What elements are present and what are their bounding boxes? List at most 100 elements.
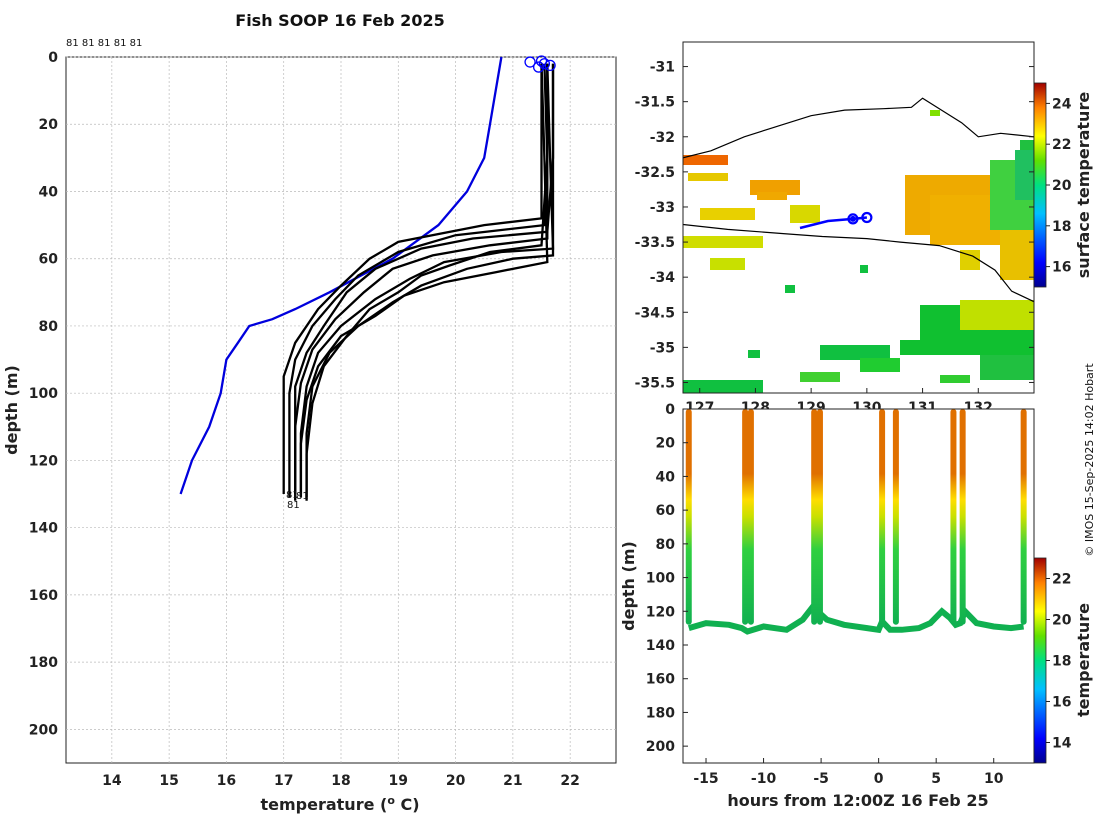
- profile-y-tick: 100: [29, 386, 58, 402]
- temperature-profile: [305, 63, 549, 501]
- section-x-label: hours from 12:00Z 16 Feb 25: [727, 791, 988, 810]
- section-cast: [892, 409, 899, 625]
- credit-text: © IMOS 15-Sep-2025 14:02 Hobart: [1083, 363, 1096, 557]
- profile-x-tick: 20: [446, 773, 466, 789]
- profile-y-tick: 60: [39, 252, 59, 268]
- profile-y-tick: 80: [39, 319, 59, 335]
- cast-start-marker: [538, 58, 551, 70]
- section-cast: [742, 409, 749, 625]
- section-x-tick: -15: [693, 771, 718, 787]
- y-axis-label: depth (m): [2, 365, 21, 455]
- sst-patch: [683, 110, 1034, 393]
- section-y-tick: 60: [656, 503, 676, 519]
- map-colorbar-tick: 22: [1052, 137, 1071, 153]
- section-colorbar: [1033, 557, 1047, 764]
- track-station-dot: [849, 215, 856, 222]
- cast-start-marker: [535, 55, 548, 67]
- map-y-tick: -31.5: [635, 95, 675, 111]
- profile-end-label: 81: [296, 491, 309, 502]
- map-colorbar-tick: 16: [1052, 260, 1071, 276]
- section-y-tick: 160: [646, 672, 675, 688]
- coastline: [683, 97, 1034, 159]
- profile-ticks: 14 15 16 17 18 19 20 21 22 0 20 40 60 80 100 120 140 160 1…: [29, 50, 580, 789]
- shelf-line: [683, 223, 1034, 303]
- section-cast: [959, 409, 966, 625]
- profile-end-label: 81: [286, 490, 299, 501]
- section-colorbar-tick: 18: [1052, 654, 1071, 670]
- temperature-profile: [282, 63, 543, 494]
- section-y-tick: 120: [646, 604, 675, 620]
- section-y-tick: 0: [665, 402, 675, 418]
- section-x-tick: -10: [751, 771, 777, 787]
- profile-grid: [66, 56, 616, 763]
- map-y-tick: -31: [650, 60, 675, 76]
- map-y-tick: -32.5: [635, 165, 675, 181]
- map-colorbar-tick: 24: [1052, 96, 1072, 112]
- profile-x-tick: 18: [331, 773, 350, 789]
- section-cast: [816, 409, 823, 625]
- cast-start-marker: [524, 56, 536, 68]
- map-colorbar-tick: 20: [1052, 178, 1072, 194]
- section-cast: [685, 409, 692, 625]
- profile-y-tick: 40: [39, 184, 59, 200]
- profile-y-tick: 0: [48, 50, 58, 66]
- section-cast: [811, 409, 818, 625]
- section-y-tick: 140: [646, 638, 675, 654]
- section-cast: [747, 409, 754, 625]
- track-station-marker: [861, 211, 873, 224]
- section-y-tick: 180: [646, 705, 675, 721]
- profile-x-tick: 21: [503, 773, 522, 789]
- profile-x-tick: 22: [560, 773, 579, 789]
- section-y-tick: 20: [656, 436, 676, 452]
- section-colorbar-ticks: 14 16 18 20 22: [1046, 572, 1072, 752]
- map-y-tick: -34.5: [635, 305, 675, 321]
- section-y-tick: 200: [646, 739, 675, 755]
- map-y-tick: -35.5: [635, 375, 675, 391]
- profile-y-tick: 120: [29, 453, 58, 469]
- temperature-profile: [299, 63, 549, 494]
- section-y-tick: 80: [656, 537, 676, 553]
- section-y-label: depth (m): [619, 541, 638, 631]
- map-y-tick: -33.5: [635, 235, 675, 251]
- section-cast: [950, 409, 957, 625]
- profile-x-tick: 19: [389, 773, 408, 789]
- section-y-tick: 40: [656, 469, 676, 485]
- section-x-tick: 10: [984, 771, 1004, 787]
- chart-title: Fish SOOP 16 Feb 2025: [235, 11, 444, 30]
- section-x-tick: 0: [874, 771, 884, 787]
- map-y-tick: -34: [650, 270, 676, 286]
- top-cast-labels: 81 81 81 81 81: [66, 38, 142, 49]
- profile-x-tick: 16: [217, 773, 236, 789]
- ship-track: [799, 216, 868, 230]
- profile-lines: [179, 55, 556, 501]
- reference-profile: [179, 56, 503, 495]
- section-x-tick: 5: [931, 771, 941, 787]
- map-y-tick: -35: [650, 340, 675, 356]
- profile-x-tick: 14: [102, 773, 122, 789]
- section-colorbar-tick: 20: [1052, 613, 1072, 629]
- map-colorbar-label: surface temperature: [1074, 92, 1093, 279]
- profile-y-tick: 160: [29, 588, 58, 604]
- profile-y-tick: 140: [29, 521, 58, 537]
- track-markers: [847, 211, 873, 225]
- section-cast: [1020, 409, 1027, 625]
- section-plot-area: [683, 409, 1034, 763]
- section-x-tick: -5: [813, 771, 829, 787]
- profile-y-tick: 180: [29, 655, 58, 671]
- map-y-tick: -32: [650, 130, 675, 146]
- section-cast: [879, 409, 886, 625]
- track-station-marker: [847, 213, 859, 225]
- profile-y-tick: 200: [29, 722, 58, 738]
- section-colorbar-tick: 16: [1052, 695, 1071, 711]
- section-casts: [685, 409, 1027, 625]
- map-y-tick: -33: [650, 200, 675, 216]
- map-colorbar-ticks: 16 18 20 22 24: [1046, 96, 1072, 276]
- profile-x-tick: 15: [159, 773, 178, 789]
- cast-start-marker: [533, 61, 545, 73]
- profile-x-tick: 17: [274, 773, 293, 789]
- cast-start-marker: [544, 59, 556, 72]
- profile-panel: 14 15 16 17 18 19 20 21 22 0 20 40 60 80 100 120 140 160 1…: [2, 11, 617, 814]
- map-panel: -31 -31.5 -32 -32.5 -33 -33.5 -34 -34.5 -35 -35.5…: [635, 41, 1093, 416]
